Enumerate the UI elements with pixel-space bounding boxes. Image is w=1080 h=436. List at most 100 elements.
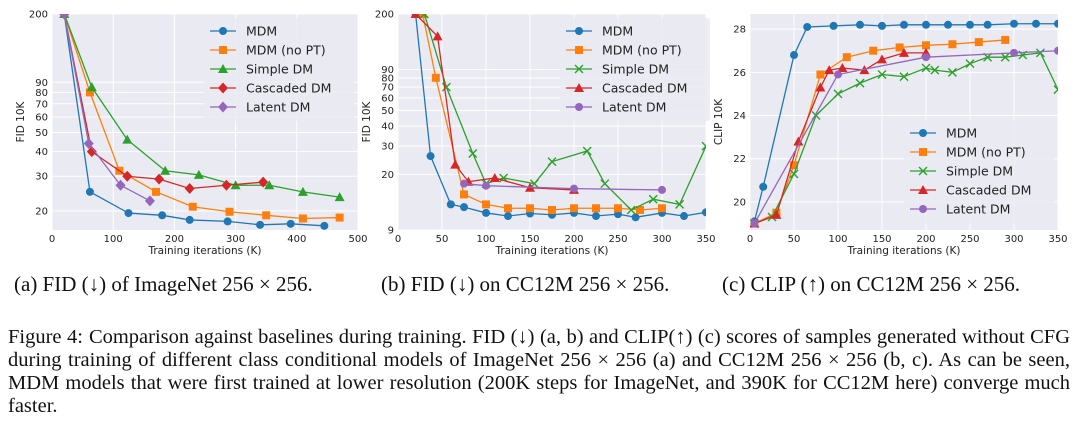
series-layer [59,14,345,230]
data-point [426,152,435,161]
chart-panel-c: 0 50 100 150 200 250 300 350 20 22 24 26 28 Training … [713,14,1068,257]
data-point [1035,48,1045,58]
y-tick-label: 20 [733,197,746,208]
x-axis-label: Training iterations (K) [846,245,960,257]
data-point [225,207,234,216]
data-point [771,209,782,219]
y-tick-label: 60 [35,112,48,123]
y-tick-label: 90 [35,78,48,89]
legend-marker [575,103,583,111]
data-point [124,209,133,218]
x-tick-label: 50 [436,234,449,245]
series-line [63,14,151,202]
data-point [144,195,155,207]
legend-label: MDM (no PT) [602,43,682,58]
data-point [614,204,622,213]
legend-marker [574,83,584,92]
y-tick-label: 80 [381,73,394,84]
data-point [334,192,345,202]
data-point [223,217,232,226]
data-point [410,14,421,18]
data-point [899,47,909,57]
data-point [482,200,490,209]
legend-marker [219,46,227,54]
data-point [592,212,600,221]
data-point [446,200,455,209]
figure-label: Figure 4: [8,326,83,348]
data-point [878,21,886,30]
legend-marker [575,27,583,35]
legend: MDM MDM (no PT) Simple DM Cascaded DM Latent… [904,120,1054,223]
data-point [432,31,443,41]
data-point [948,40,957,49]
data-point [262,211,271,220]
data-point [965,59,975,69]
legend-box [204,18,354,121]
x-tick-label: 150 [872,234,891,245]
x-tick-label: 50 [788,234,801,245]
figure-caption-text: Comparison against baselines during trai… [8,326,1070,417]
data-point [947,67,957,77]
data-point [256,220,265,229]
data-point [504,204,512,213]
data-point [468,148,478,158]
y-tick-label: 30 [35,172,48,183]
legend-label: MDM [946,126,977,141]
legend-marker [919,205,927,213]
x-tick-label: 200 [564,234,583,245]
legend-marker [575,46,583,54]
legend-marker [574,64,584,74]
data-point [547,157,557,167]
legend: MDM MDM (no PT) Simple DM Cascaded DM Latent… [204,18,354,121]
data-point [548,205,556,214]
data-point [83,137,94,149]
data-point [450,159,461,169]
y-tick-label: 50 [35,128,48,139]
data-point [335,213,344,222]
y-tick-label: 22 [733,154,746,165]
x-tick-label: 100 [828,234,847,245]
data-point [122,170,133,182]
data-point [59,14,70,20]
data-point [460,190,468,199]
data-point [658,204,666,213]
data-point [85,187,94,196]
data-point [431,73,440,82]
x-tick-label: 0 [395,234,401,245]
figure-caption: Figure 4: Comparison against baselines du… [8,326,1070,418]
data-point [869,46,878,55]
subcaption-a: (a) FID (↓) of ImageNet 256 × 256. [14,272,313,296]
data-point [122,134,133,144]
data-point [759,182,768,191]
x-tick-label: 100 [104,234,123,245]
data-point [815,82,826,92]
data-point [152,187,161,196]
data-point [419,14,429,19]
legend: MDM MDM (no PT) Simple DM Cascaded DM Latent… [560,18,710,121]
data-point [570,184,578,193]
data-point [1053,85,1058,95]
data-point [154,173,165,185]
y-axis-label: FID 10K [15,100,27,142]
data-point [856,20,864,29]
y-axis-label: FID 10K [361,100,373,142]
legend-label: Cascaded DM [946,183,1031,198]
data-point [626,205,636,215]
data-point [983,20,992,29]
data-point [899,72,909,82]
data-point [974,38,983,47]
data-point [922,20,930,29]
legend-label: Cascaded DM [602,81,687,96]
y-tick-label: 26 [733,68,746,79]
legend-label: Latent DM [246,100,310,115]
series-layer [750,19,1058,229]
data-point [790,51,798,60]
legend-label: Simple DM [602,62,669,77]
figure-charts: 0 100 200 300 400 5002030405060708090200Train… [15,10,1068,258]
data-point [600,179,610,189]
legend-marker [219,27,227,35]
y-tick-label: 28 [733,25,746,36]
data-point [85,88,94,97]
legend-label: Latent DM [946,202,1010,217]
x-tick-label: 300 [1004,234,1023,245]
